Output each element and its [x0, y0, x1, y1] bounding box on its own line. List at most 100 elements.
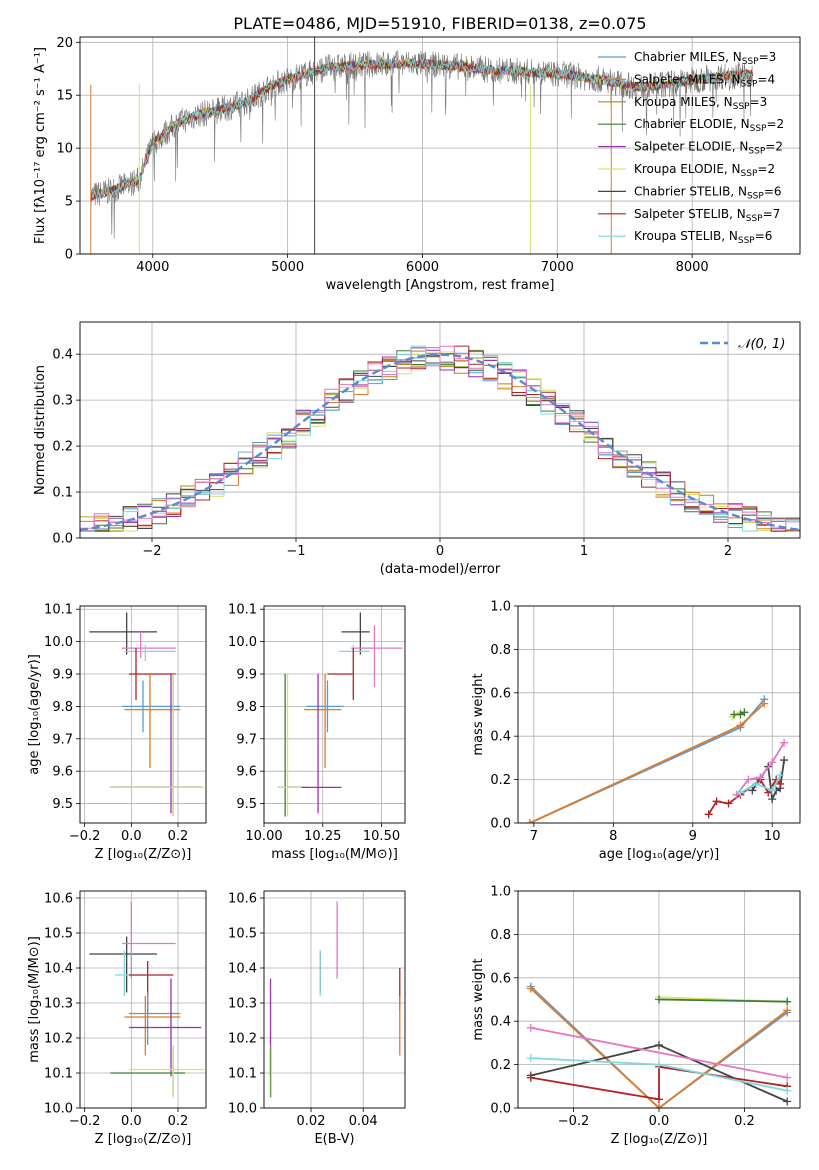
panel-mass-vs-ebv: 0.02 0.04 10.0 10.1 10.2 10.3 10.4 10.5 10.6 E(B-… — [228, 890, 406, 1147]
panel-mass-vs-Z: −0.2 0.0 0.2 10.0 10.1 10.2 10.3 10.4 10.5 10.6 Z … — [27, 890, 207, 1147]
mass-weight-marker — [655, 1060, 663, 1069]
legend-entry-text: Kroupa MILES, N — [634, 95, 733, 109]
y-tick-label: 10.3 — [44, 997, 73, 1012]
x-axis-label: mass [log₁₀(M/M⊙)] — [271, 847, 398, 862]
mass-weight-marker — [655, 1104, 663, 1108]
axes-frame — [263, 890, 406, 1109]
legend-entry: Salpeter MILES, NSSP=4 — [634, 72, 775, 89]
errorbar-point — [303, 674, 342, 768]
x-tick-label: 0.2 — [168, 1114, 189, 1129]
legend-entry: Kroupa MILES, NSSP=3 — [634, 95, 767, 112]
mass-weight-marker — [752, 779, 761, 788]
y-tick-label: 0.8 — [490, 643, 511, 658]
y-axis-label: age [log₁₀(age/yr)] — [27, 654, 42, 775]
figure-title: PLATE=0486, MJD=51910, FIBERID=0138, z=0… — [233, 14, 646, 33]
y-axis-label: mass [log₁₀(M/M⊙)] — [27, 936, 42, 1063]
x-tick-label: 0.0 — [649, 1114, 670, 1129]
plot-area — [90, 37, 754, 254]
x-tick-label: −0.2 — [558, 1114, 590, 1129]
x-tick-label: −0.2 — [69, 829, 101, 844]
x-tick-label: 0.2 — [168, 829, 189, 844]
legend-entry-text: Chabrier ELODIE, N — [634, 117, 750, 131]
panel-age-vs-mass: 10.00 10.25 10.50 9.5 9.6 9.7 9.8 9.9 10.0 10.1 ma… — [228, 603, 406, 862]
y-tick-label: 0.6 — [490, 686, 511, 701]
mass-weight-marker — [724, 799, 733, 808]
legend-entry-subscript: SSP — [747, 191, 764, 201]
mass-weight-marker — [783, 1086, 792, 1095]
errorbar-point — [124, 996, 181, 1056]
errorbar-point — [129, 978, 202, 1077]
y-tick-label: 0.0 — [490, 817, 511, 832]
y-tick-label: 15 — [56, 89, 73, 104]
y-tick-label: 10.4 — [44, 962, 73, 977]
legend-entry-subscript: SSP — [738, 236, 755, 246]
mass-weight-marker — [780, 738, 789, 747]
x-tick-label: 9 — [689, 829, 697, 844]
mass-weight-marker — [655, 1095, 663, 1104]
panel-age-vs-Z: −0.2 0.0 0.2 9.5 9.6 9.7 9.8 9.9 10.0 10.1 Z [log₁… — [27, 603, 207, 862]
legend-entry: Chabrier STELIB, NSSP=6 — [634, 184, 782, 201]
mass-weight-marker — [526, 984, 535, 993]
y-tick-label: 10 — [56, 142, 73, 157]
y-tick-label: 10.1 — [228, 603, 257, 618]
y-axis-label: Normed distribution — [33, 365, 48, 495]
mass-weight-line — [735, 742, 785, 796]
model-spectrum-line — [91, 58, 753, 199]
legend-entry-text: Salpeter STELIB, N — [634, 207, 746, 221]
mass-weight-line — [739, 774, 781, 794]
mass-weight-line — [530, 1065, 788, 1101]
mass-weight-marker — [783, 1097, 792, 1106]
x-tick-label: 0.04 — [349, 1114, 378, 1129]
errorbar-point — [278, 674, 307, 817]
x-tick-label: 0.0 — [121, 1114, 142, 1129]
y-tick-label: 10.5 — [228, 927, 257, 942]
plot-area — [526, 982, 792, 1108]
mass-weight-line — [530, 987, 788, 1108]
x-tick-label: 10.50 — [363, 829, 400, 844]
mass-weight-line — [658, 998, 788, 1003]
legend-entry-count: =3 — [750, 95, 768, 109]
errorbar-point — [122, 901, 176, 979]
legend-entry-count: =7 — [763, 207, 781, 221]
x-tick-label: 4000 — [136, 260, 169, 275]
x-tick-label: 0.0 — [121, 829, 142, 844]
errorbar-point — [115, 950, 146, 996]
y-tick-label: 10.0 — [44, 635, 73, 650]
panel-residuals: −2 −1 0 1 2 0.0 0.1 0.2 0.3 0.4 (data-model)/error… — [33, 321, 801, 577]
mass-weight-marker — [776, 771, 785, 780]
x-tick-label: 8000 — [676, 260, 709, 275]
y-tick-label: 20 — [56, 36, 73, 51]
axes-frame — [79, 321, 801, 539]
mass-weight-marker — [744, 775, 753, 784]
x-tick-label: 0.2 — [734, 1114, 755, 1129]
x-axis-label: Z [log₁₀(Z/Z⊙)] — [95, 847, 192, 862]
residual-histogram-step — [80, 345, 800, 529]
legend-entry: Chabrier ELODIE, NSSP=2 — [634, 117, 784, 134]
y-tick-label: 0.4 — [490, 730, 511, 745]
mass-weight-line — [530, 1026, 788, 1079]
x-tick-label: 0.02 — [297, 1114, 326, 1129]
y-tick-label: 0.8 — [490, 928, 511, 943]
panel-mass-weight-vs-age: 7 8 9 10 0.0 0.2 0.4 0.6 0.8 1.0 age [log₁₀(age/yr… — [471, 600, 801, 862]
legend-entry-count: =2 — [765, 140, 783, 154]
y-tick-label: 0.2 — [490, 773, 511, 788]
x-tick-label: 6000 — [406, 260, 439, 275]
errorbar-point — [89, 936, 157, 993]
y-tick-label: 10.5 — [44, 927, 73, 942]
y-tick-label: 10.6 — [44, 892, 73, 907]
x-axis-label: (data-model)/error — [380, 562, 501, 577]
errorbar-point — [110, 674, 204, 817]
mass-weight-marker — [760, 699, 769, 708]
y-tick-label: 9.5 — [52, 797, 73, 812]
y-tick-label: 10.6 — [228, 892, 257, 907]
panel-spectrum: 4000 5000 6000 7000 8000 0 5 10 15 20 wavelength [… — [33, 36, 801, 293]
legend-entry-subscript: SSP — [750, 124, 767, 134]
legend-entry-subscript: SSP — [748, 147, 765, 157]
y-axis-label: mass weight — [471, 673, 486, 755]
y-tick-label: 0.6 — [490, 971, 511, 986]
legend-entry-text: Chabrier STELIB, N — [634, 184, 747, 198]
y-tick-label: 10.0 — [44, 1102, 73, 1117]
legend-entry: Kroupa ELODIE, NSSP=2 — [634, 162, 775, 179]
errorbar-point — [129, 648, 176, 700]
mass-weight-marker — [704, 810, 713, 819]
